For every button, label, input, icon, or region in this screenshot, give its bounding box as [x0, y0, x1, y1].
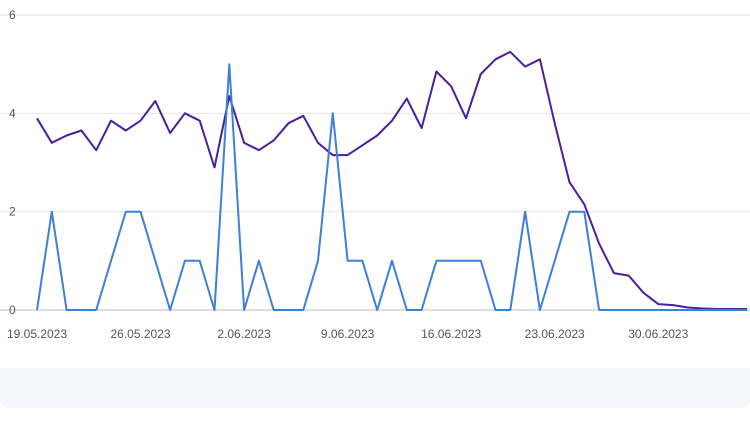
gridlines [0, 14, 750, 311]
x-tick-label: 26.05.2023 [111, 327, 171, 341]
y-axis-ticks: 0 2 4 6 [9, 8, 16, 317]
y-tick-label: 2 [9, 205, 16, 219]
line-chart: 0 2 4 6 19.05.2023 26.05.2023 2.06.2023 9.06.2… [0, 8, 750, 341]
x-tick-label: 23.06.2023 [525, 327, 585, 341]
x-tick-label: 19.05.2023 [7, 327, 67, 341]
x-tick-label: 16.06.2023 [421, 327, 481, 341]
series-lines [36, 50, 747, 311]
page-background [0, 408, 750, 430]
y-tick-label: 4 [9, 106, 16, 120]
x-tick-label: 9.06.2023 [321, 327, 375, 341]
x-axis-ticks: 19.05.2023 26.05.2023 2.06.2023 9.06.2023 16… [7, 327, 689, 341]
y-tick-label: 0 [9, 303, 16, 317]
x-tick-label: 30.06.2023 [628, 327, 688, 341]
series-line-2 [36, 63, 747, 311]
series-line-1 [36, 50, 747, 310]
card-footer [0, 368, 750, 408]
y-tick-label: 6 [9, 8, 16, 22]
x-tick-label: 2.06.2023 [217, 327, 271, 341]
